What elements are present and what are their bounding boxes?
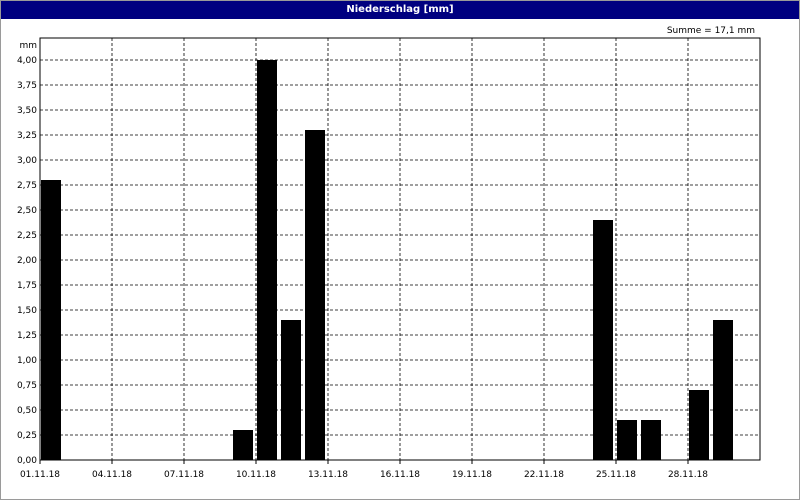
- x-tick-label: 04.11.18: [92, 470, 132, 480]
- bar-10.11.18: [257, 60, 277, 460]
- y-tick-label: 2,75: [17, 181, 37, 191]
- x-tick-label: 19.11.18: [452, 470, 492, 480]
- bar-09.11.18: [233, 430, 253, 460]
- y-tick-label: 2,50: [17, 206, 37, 216]
- bar-25.11.18: [617, 420, 637, 460]
- x-tick-label: 16.11.18: [380, 470, 420, 480]
- bar-29.11.18: [713, 320, 733, 460]
- bar-26.11.18: [641, 420, 661, 460]
- x-tick-label: 13.11.18: [308, 470, 348, 480]
- x-tick-label: 10.11.18: [236, 470, 276, 480]
- y-tick-label: 1,00: [17, 356, 37, 366]
- bar-11.11.18: [281, 320, 301, 460]
- y-tick-label: 0,50: [17, 406, 37, 416]
- y-tick-label: 2,00: [17, 256, 37, 266]
- x-tick-label: 28.11.18: [668, 470, 708, 480]
- y-tick-label: 3,75: [17, 81, 37, 91]
- x-tick-label: 22.11.18: [524, 470, 564, 480]
- x-tick-label: 01.11.18: [20, 470, 60, 480]
- y-tick-label: 0,25: [17, 431, 37, 441]
- y-tick-label: 1,75: [17, 281, 37, 291]
- bar-24.11.18: [593, 220, 613, 460]
- x-tick-label: 25.11.18: [596, 470, 636, 480]
- y-axis-label: mm: [19, 41, 37, 51]
- y-tick-label: 3,25: [17, 131, 37, 141]
- bar-28.11.18: [689, 390, 709, 460]
- y-tick-label: 2,25: [17, 231, 37, 241]
- y-tick-label: 3,50: [17, 106, 37, 116]
- y-tick-label: 1,25: [17, 331, 37, 341]
- y-tick-label: 3,00: [17, 156, 37, 166]
- sum-label: Summe = 17,1 mm: [666, 26, 755, 36]
- y-tick-label: 4,00: [17, 56, 37, 66]
- window-title: Niederschlag [mm]: [1, 1, 799, 19]
- y-tick-label: 0,00: [17, 456, 37, 466]
- x-tick-label: 07.11.18: [164, 470, 204, 480]
- bar-12.11.18: [305, 130, 325, 460]
- bar-01.11.18: [41, 180, 61, 460]
- y-tick-label: 0,75: [17, 381, 37, 391]
- y-tick-label: 1,50: [17, 306, 37, 316]
